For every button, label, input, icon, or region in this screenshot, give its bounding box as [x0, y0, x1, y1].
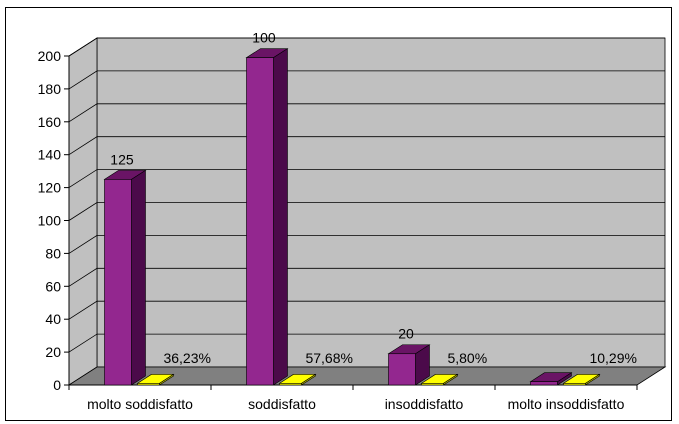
percentage-marker: [562, 373, 601, 386]
gridline: [68, 300, 665, 320]
bar-front: [388, 353, 416, 386]
gridline: [68, 70, 665, 90]
percentage-label: 10,29%: [589, 350, 636, 366]
gridline: [68, 202, 665, 221]
chart-walls: [67, 37, 667, 386]
x-tick-label: soddisfatto: [248, 396, 316, 412]
percentage-marker-front: [279, 383, 302, 386]
y-tick-label: 20: [45, 344, 61, 360]
gridline: [68, 333, 665, 353]
y-tick-label: 40: [45, 311, 61, 327]
gridline: [68, 37, 665, 57]
gridline: [68, 169, 665, 188]
percentage-label: 5,80%: [447, 350, 487, 366]
x-tick-label: molto insoddisfatto: [508, 396, 625, 412]
gridline: [68, 103, 665, 123]
percentage-marker: [278, 373, 317, 386]
y-tick-label: 60: [45, 278, 61, 294]
bar-front: [104, 179, 132, 386]
axes: 0 20 40 60 80 100 120 140 160 180 200 molto soddisf…: [38, 48, 638, 412]
value-label: 100: [252, 30, 276, 46]
bar: [245, 48, 289, 386]
value-label: 20: [398, 326, 414, 342]
gridline: [68, 234, 665, 254]
bar-front: [246, 57, 274, 386]
bar: [103, 169, 147, 386]
percentage-marker: [420, 373, 459, 386]
y-tick-label: 140: [38, 147, 62, 163]
bar-front: [530, 381, 558, 386]
x-tick-label: insoddisfatto: [385, 396, 464, 412]
y-tick-label: 0: [53, 377, 61, 393]
data-labels: 125 36,23% 100 57,68% 20 5,80% 10,29%: [110, 30, 637, 366]
bars: [103, 48, 601, 386]
percentage-marker-front: [137, 383, 160, 386]
gridline: [68, 267, 665, 287]
y-tick-label: 100: [38, 213, 62, 229]
y-tick-label: 200: [38, 48, 62, 64]
percentage-label: 57,68%: [305, 350, 352, 366]
percentage-marker-front: [563, 383, 586, 386]
value-label: 125: [110, 151, 134, 167]
bar-side: [131, 169, 146, 386]
bar: [529, 372, 573, 386]
bar: [387, 344, 431, 386]
percentage-label: 36,23%: [163, 350, 210, 366]
y-tick-label: 180: [38, 81, 62, 97]
x-tick-label: molto soddisfatto: [87, 396, 193, 412]
bar-side: [273, 48, 288, 386]
y-tick-label: 160: [38, 114, 62, 130]
percentage-marker-front: [421, 383, 444, 386]
y-tick-label: 120: [38, 180, 62, 196]
gridlines: [68, 37, 665, 353]
gridline: [68, 136, 665, 156]
y-tick-label: 80: [45, 245, 61, 261]
percentage-marker: [136, 373, 175, 386]
